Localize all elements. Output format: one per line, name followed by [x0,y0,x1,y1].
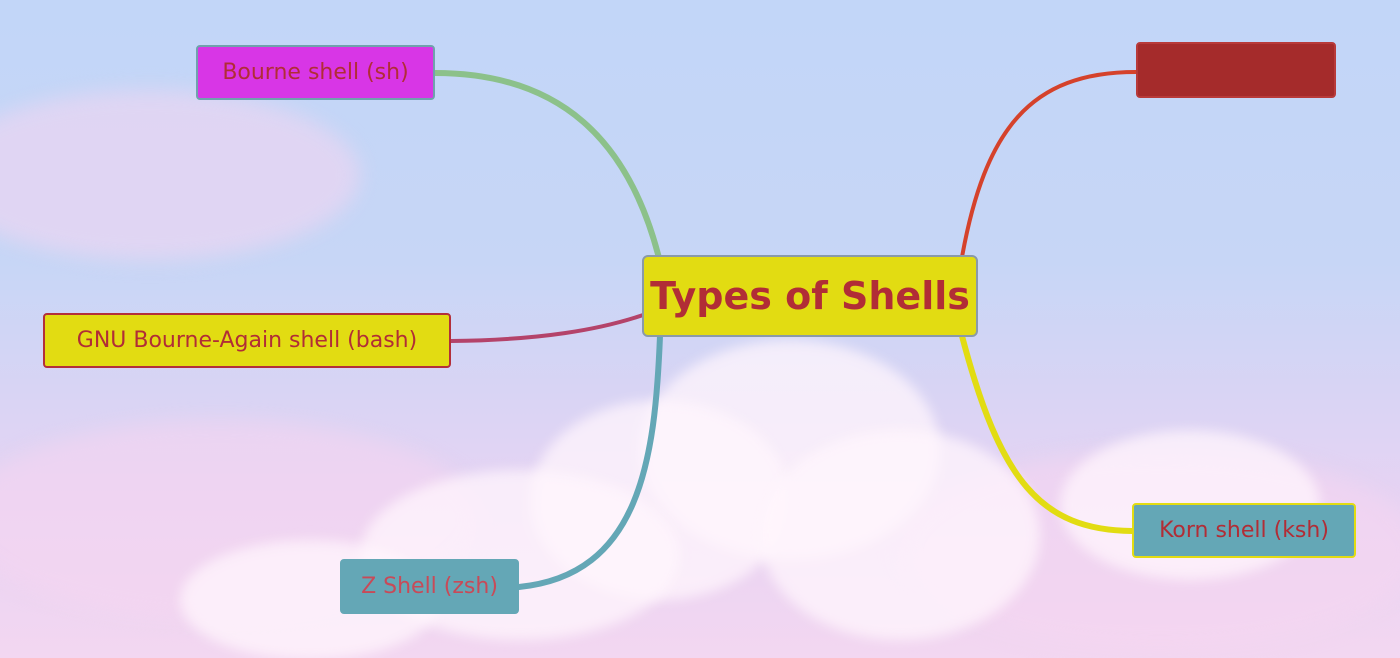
node-korn-shell[interactable]: Korn shell (ksh) [1132,503,1356,558]
node-label: Z Shell (zsh) [361,574,498,599]
link-bash [449,312,648,343]
node-bash[interactable]: GNU Bourne-Again shell (bash) [43,313,451,368]
node-label: GNU Bourne-Again shell (bash) [76,328,418,353]
node-z-shell[interactable]: Z Shell (zsh) [340,559,519,614]
central-topic[interactable]: Types of Shells [642,255,978,337]
link-bourne [432,70,663,265]
link-ksh [959,333,1135,534]
link-zsh [516,333,663,590]
central-topic-label: Types of Shells [650,274,970,318]
node-bourne-shell[interactable]: Bourne shell (sh) [196,45,435,100]
node-label: Bourne shell (sh) [222,60,409,85]
link-red [960,70,1138,259]
node-label: Korn shell (ksh) [1159,518,1329,543]
node-empty-red[interactable] [1136,42,1336,98]
